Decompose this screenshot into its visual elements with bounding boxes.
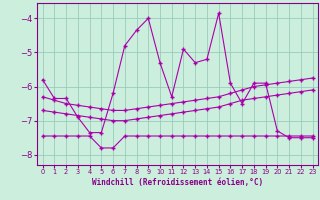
X-axis label: Windchill (Refroidissement éolien,°C): Windchill (Refroidissement éolien,°C) [92, 178, 263, 187]
